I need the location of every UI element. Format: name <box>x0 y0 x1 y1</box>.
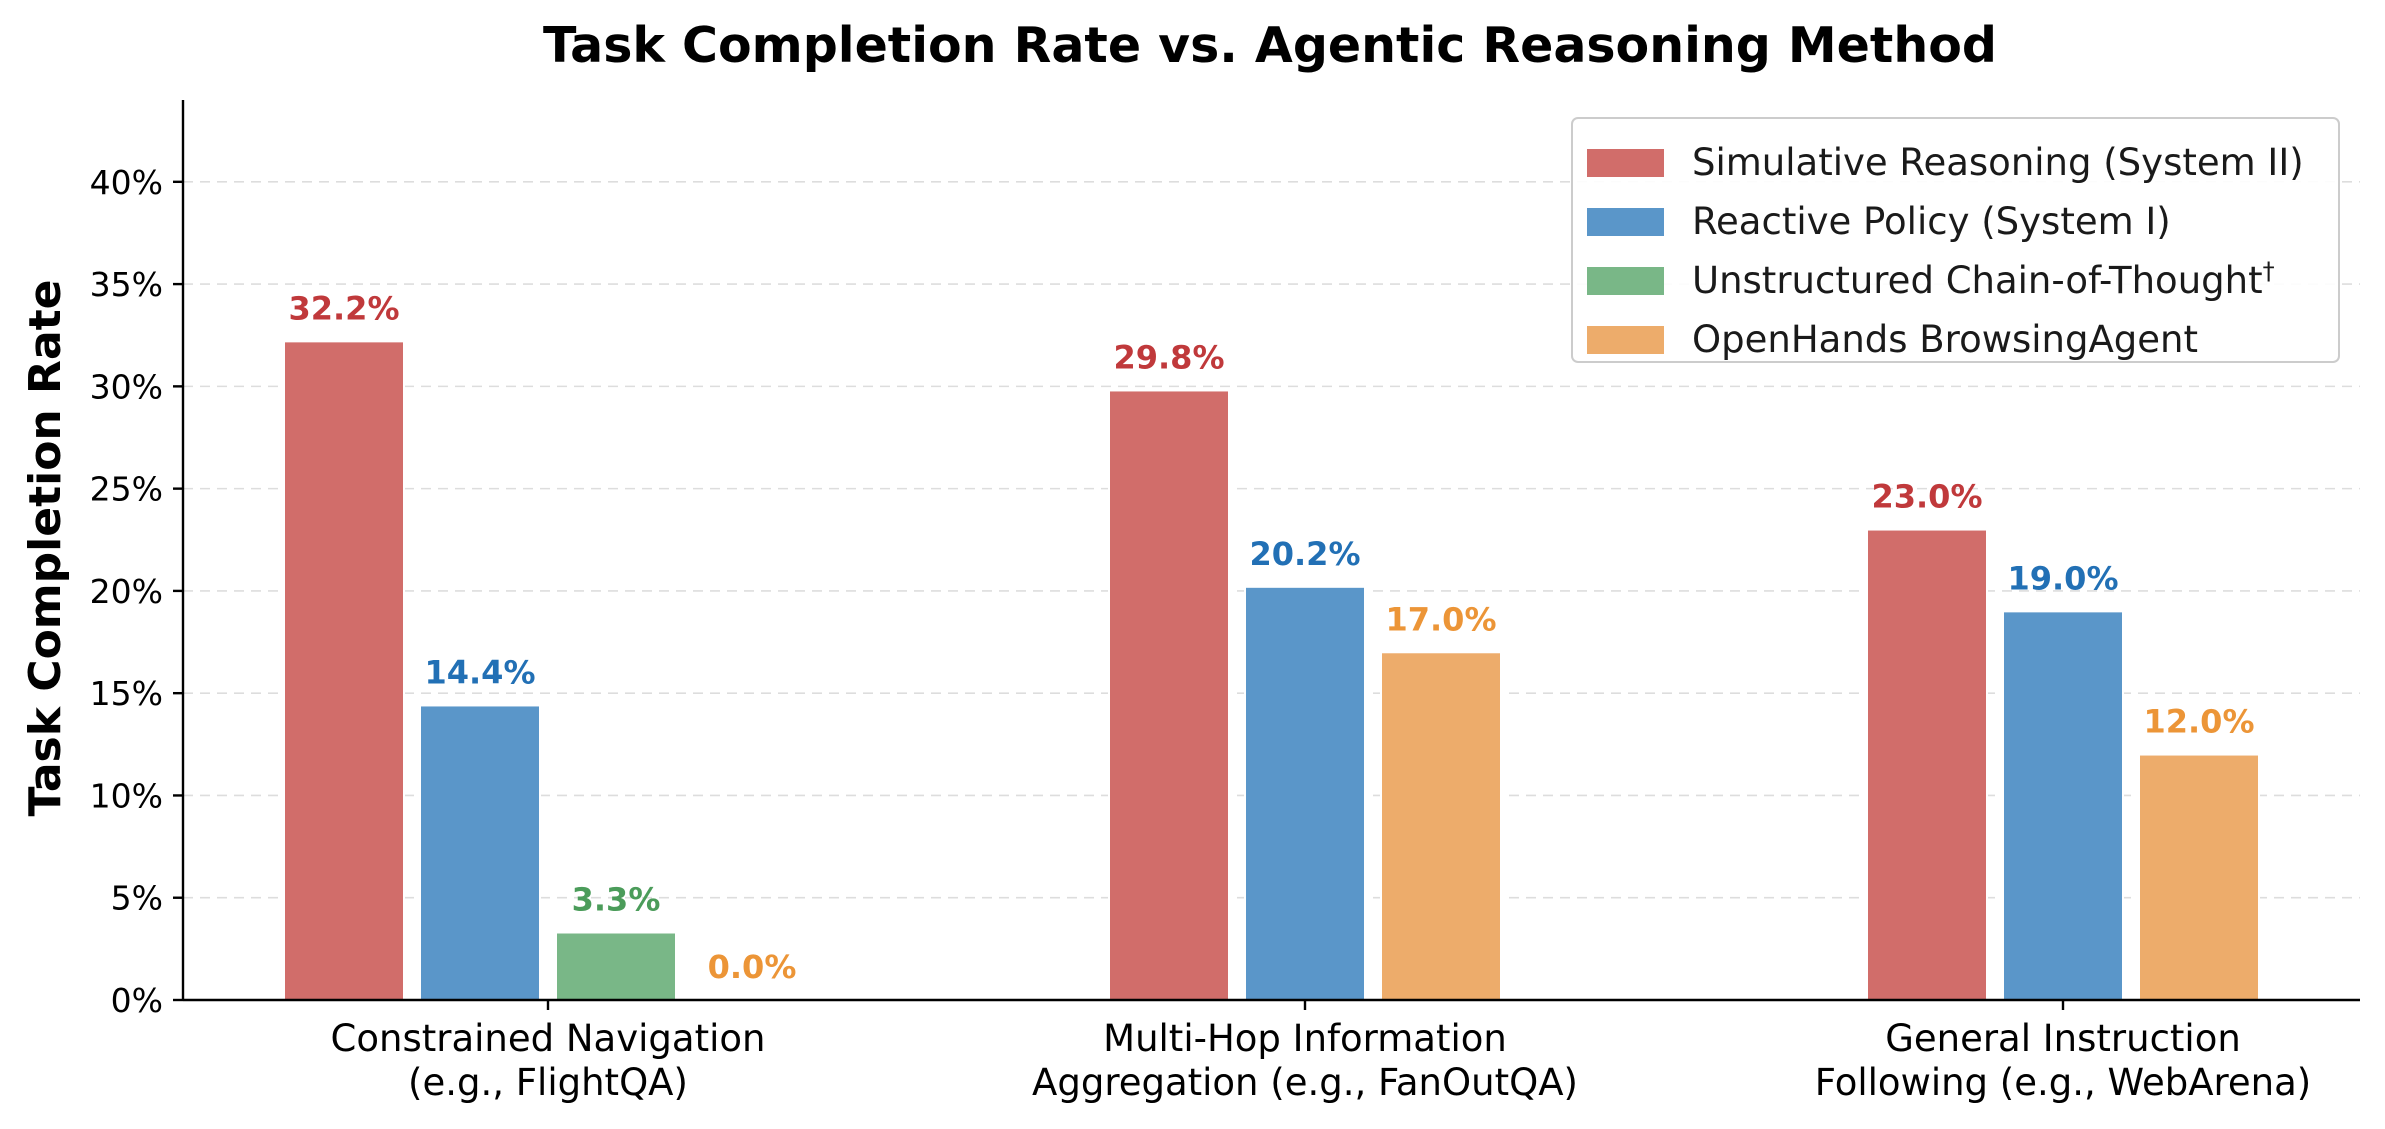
data-label: 17.0% <box>1385 600 1496 638</box>
data-label: 23.0% <box>1871 478 1982 516</box>
legend-label: OpenHands BrowsingAgent <box>1692 318 2198 361</box>
y-ticks: 0% 5% 10% 15% 20% 25% 30% 35% 40% <box>90 163 183 1020</box>
data-label: 19.0% <box>2007 559 2118 597</box>
x-tick-label: Constrained Navigation (e.g., FlightQA) <box>331 1017 766 1104</box>
data-label: 3.3% <box>572 881 661 919</box>
legend-swatch <box>1587 149 1664 177</box>
chart-title: Task Completion Rate vs. Agentic Reasoni… <box>543 17 1997 74</box>
legend-box <box>1571 117 2340 363</box>
bars <box>283 340 2260 1002</box>
data-label: 12.0% <box>2143 703 2254 741</box>
bar <box>1244 585 1366 1001</box>
data-labels: 32.2% 14.4% 3.3% 0.0% 29.8% 20.2% 17.0% 23.0% 19… <box>288 289 2254 986</box>
y-tick-label: 35% <box>90 265 163 304</box>
axes <box>181 100 2360 1002</box>
legend-label: Unstructured Chain-of-Thought† <box>1692 257 2275 302</box>
data-label: 0.0% <box>708 948 797 986</box>
y-tick-label: 30% <box>90 367 163 406</box>
legend-label: Simulative Reasoning (System II) <box>1692 141 2304 184</box>
x-tick-label: Multi-Hop Information Aggregation (e.g., … <box>1032 1017 1578 1104</box>
y-tick-label: 40% <box>90 163 163 202</box>
bar <box>1108 389 1230 1002</box>
y-tick-label: 0% <box>111 981 163 1020</box>
y-tick-label: 20% <box>90 572 163 611</box>
y-tick-label: 10% <box>90 776 163 815</box>
x-ticks: Constrained Navigation (e.g., FlightQA) Mu… <box>331 1000 2311 1104</box>
data-label: 32.2% <box>288 289 399 327</box>
data-label: 29.8% <box>1113 338 1224 376</box>
bar <box>1380 651 1502 1001</box>
bar <box>1866 528 1988 1002</box>
legend: Simulative Reasoning (System II) Reactive… <box>1571 117 2340 363</box>
y-tick-label: 25% <box>90 470 163 509</box>
data-label: 20.2% <box>1249 535 1360 573</box>
data-label: 14.4% <box>424 653 535 691</box>
legend-swatch <box>1587 267 1664 295</box>
x-tick-label: General Instruction Following (e.g., WebA… <box>1815 1017 2311 1104</box>
legend-swatch <box>1587 208 1664 236</box>
y-tick-label: 15% <box>90 674 163 713</box>
y-axis-label: Task Completion Rate <box>20 279 71 816</box>
bar <box>2138 753 2260 1002</box>
legend-label: Reactive Policy (System I) <box>1692 200 2171 243</box>
y-tick-label: 5% <box>111 879 163 918</box>
bar <box>555 931 677 1001</box>
bar <box>2002 610 2124 1001</box>
bar <box>283 340 405 1001</box>
legend-swatch <box>1587 326 1664 354</box>
bar <box>419 704 541 1001</box>
